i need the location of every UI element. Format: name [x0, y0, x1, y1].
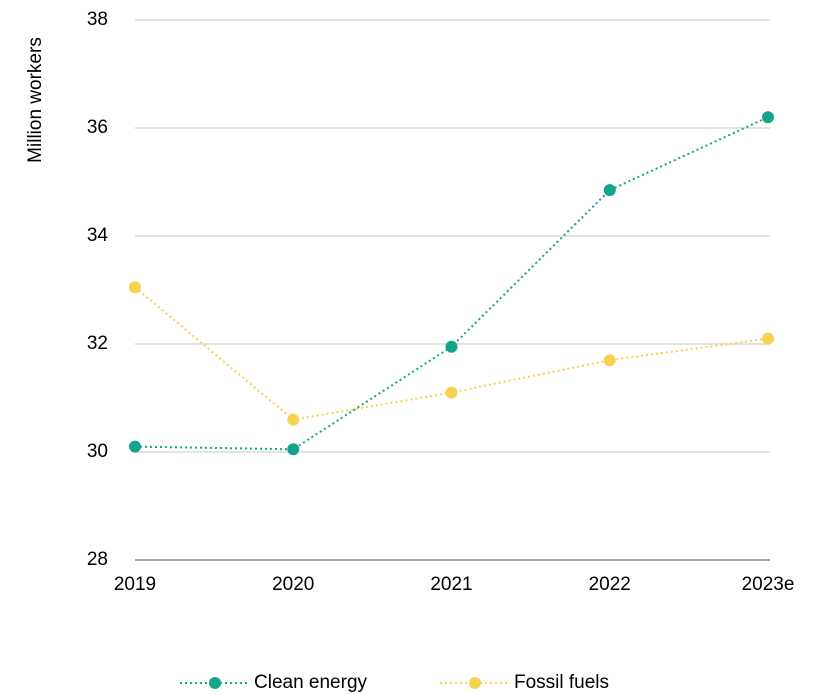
- y-tick-label: 30: [87, 441, 108, 462]
- y-tick-label: 38: [87, 9, 108, 30]
- data-point: [445, 340, 458, 353]
- legend-marker: [209, 677, 221, 689]
- data-point: [603, 354, 616, 367]
- y-tick-label: 28: [87, 549, 108, 570]
- data-point: [762, 332, 774, 345]
- data-point: [287, 413, 300, 426]
- x-tick-label: 2021: [430, 574, 472, 595]
- x-tick-label: 2020: [272, 574, 314, 595]
- data-point: [287, 443, 300, 456]
- y-tick-label: 34: [87, 225, 109, 246]
- y-axis-label: Million workers: [25, 37, 46, 163]
- legend-label: Fossil fuels: [514, 672, 609, 693]
- x-tick-label: 2022: [589, 574, 631, 595]
- y-tick-label: 36: [87, 117, 108, 138]
- x-tick-label: 2023e: [742, 574, 795, 595]
- x-tick-label: 2019: [114, 574, 156, 595]
- data-point: [445, 386, 458, 399]
- legend-label: Clean energy: [254, 672, 368, 693]
- series-line: [134, 116, 769, 451]
- data-point: [129, 281, 141, 294]
- data-point: [129, 440, 141, 453]
- legend-marker: [469, 677, 481, 689]
- series-line: [134, 286, 769, 421]
- y-tick-label: 32: [87, 333, 108, 354]
- data-point: [762, 111, 774, 124]
- data-point: [603, 184, 616, 197]
